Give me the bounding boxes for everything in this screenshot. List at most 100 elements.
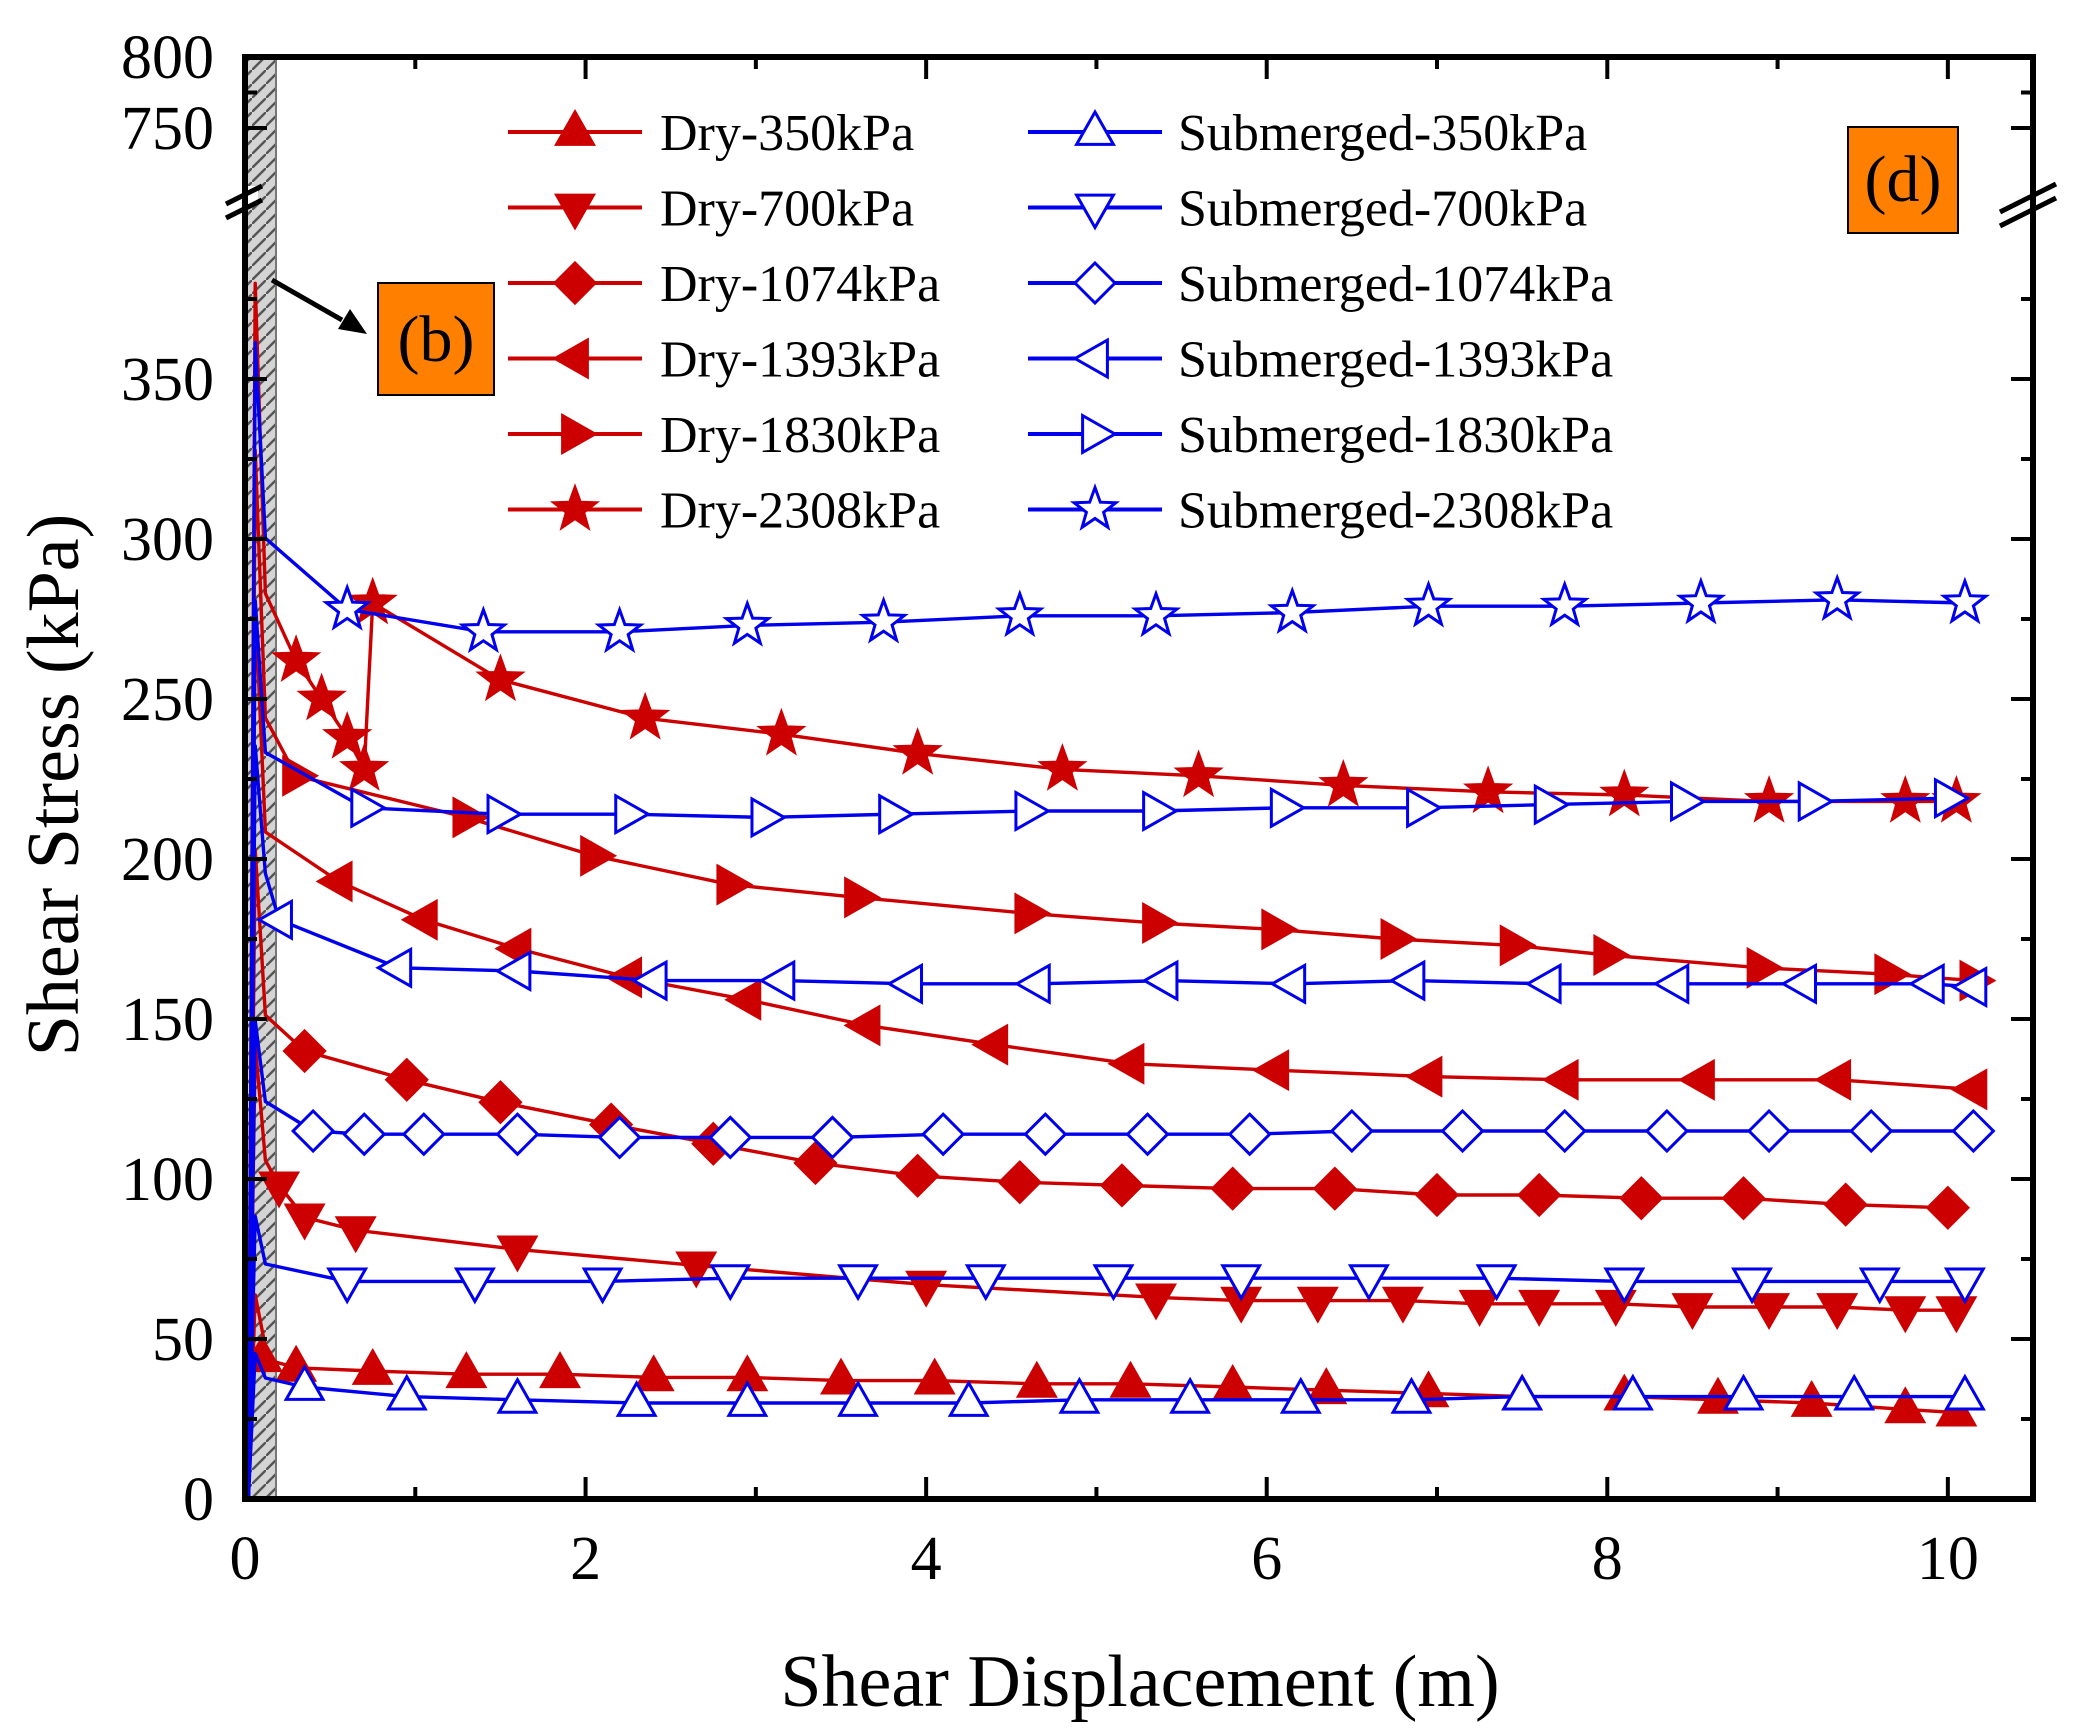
- data-point-dry-1074kpa: [1925, 1185, 1970, 1230]
- legend-marker: [554, 108, 596, 146]
- y-axis-title: Shear Stress (kPa): [13, 514, 95, 1057]
- data-point-submerged-350kpa: [1611, 1373, 1654, 1411]
- data-point-dry-1830kpa: [1746, 946, 1784, 989]
- data-point-dry-350kpa: [820, 1357, 862, 1395]
- legend-label: Dry-700kPa: [660, 181, 914, 238]
- x-tick-label: 0: [230, 1525, 261, 1593]
- data-point-dry-350kpa: [1790, 1379, 1833, 1417]
- data-point-submerged-1830kpa: [1533, 783, 1571, 826]
- data-point-dry-700kpa: [283, 1203, 326, 1241]
- data-point-submerged-1074kpa: [708, 1115, 753, 1160]
- data-point-dry-700kpa: [675, 1251, 718, 1289]
- x-axis-title: Shear Displacement (m): [780, 1641, 1499, 1723]
- data-point-dry-2308kpa: [619, 691, 671, 740]
- data-point-submerged-1393kpa: [375, 946, 413, 989]
- data-point-submerged-1393kpa: [1950, 966, 1988, 1008]
- data-point-dry-1393kpa: [400, 898, 438, 941]
- data-point-dry-1074kpa: [997, 1160, 1042, 1205]
- data-point-dry-700kpa: [1884, 1296, 1927, 1334]
- y-tick-label: 150: [121, 986, 214, 1054]
- data-point-dry-700kpa: [1381, 1286, 1424, 1324]
- x-tick-label: 4: [911, 1525, 942, 1593]
- data-point-dry-700kpa: [496, 1235, 539, 1273]
- data-point-dry-1830kpa: [716, 863, 754, 906]
- data-point-dry-1830kpa: [580, 834, 618, 877]
- inset-arrow-line: [270, 277, 344, 323]
- data-point-dry-2308kpa: [1318, 758, 1369, 807]
- data-point-submerged-350kpa: [726, 1379, 769, 1417]
- data-point-submerged-1074kpa: [1329, 1108, 1374, 1154]
- data-point-submerged-1074kpa: [1125, 1112, 1170, 1157]
- data-point-submerged-1074kpa: [401, 1112, 446, 1157]
- data-point-submerged-1074kpa: [1440, 1108, 1485, 1154]
- data-point-dry-2308kpa: [321, 710, 373, 759]
- data-point-submerged-1830kpa: [1269, 786, 1307, 829]
- data-point-dry-1074kpa: [1619, 1176, 1664, 1221]
- data-point-dry-1393kpa: [1107, 1042, 1145, 1085]
- legend-label: Dry-1074kPa: [660, 256, 940, 313]
- legend-marker: [1072, 260, 1118, 306]
- x-tick-label: 10: [1917, 1525, 1979, 1593]
- data-point-dry-1074kpa: [1312, 1166, 1357, 1211]
- data-point-submerged-2308kpa: [594, 605, 645, 654]
- legend-label: Dry-1830kPa: [660, 407, 940, 464]
- legend-label: Submerged-350kPa: [1178, 105, 1587, 162]
- data-point-submerged-700kpa: [1347, 1264, 1390, 1302]
- data-point-submerged-700kpa: [1092, 1264, 1135, 1302]
- data-point-submerged-1830kpa: [1142, 790, 1180, 832]
- data-point-dry-1830kpa: [1014, 892, 1052, 935]
- y-tick-label-upper: 800: [121, 24, 214, 92]
- data-point-dry-700kpa: [1135, 1283, 1178, 1321]
- series-submerged-1074kpa: [246, 1018, 1996, 1500]
- data-point-dry-2308kpa: [1743, 774, 1795, 823]
- data-point-dry-2308kpa: [892, 726, 943, 775]
- data-point-submerged-2308kpa: [1675, 576, 1727, 625]
- data-point-dry-350kpa: [1015, 1360, 1058, 1398]
- legend-entry: Dry-1393kPa: [508, 332, 940, 389]
- legend-entry: Dry-1830kPa: [508, 407, 940, 464]
- data-point-submerged-1393kpa: [494, 950, 532, 992]
- data-point-submerged-700kpa: [1858, 1267, 1901, 1305]
- data-point-dry-2308kpa: [1463, 765, 1514, 814]
- data-point-dry-350kpa: [1884, 1386, 1927, 1424]
- data-point-submerged-1393kpa: [1652, 962, 1690, 1005]
- data-point-dry-1830kpa: [1261, 908, 1299, 951]
- legend-marker: [554, 193, 596, 231]
- data-point-submerged-1074kpa: [810, 1115, 855, 1160]
- data-point-submerged-700kpa: [709, 1264, 752, 1302]
- x-tick-label: 6: [1251, 1525, 1282, 1593]
- y-tick-label: 200: [121, 826, 214, 894]
- data-point-dry-1393kpa: [315, 860, 353, 903]
- series-line-dry-1393kpa: [246, 601, 1974, 1500]
- data-point-submerged-350kpa: [947, 1379, 990, 1417]
- data-point-submerged-350kpa: [385, 1373, 428, 1411]
- data-point-submerged-1074kpa: [1542, 1108, 1587, 1154]
- legend-marker: [1071, 337, 1109, 380]
- y-axis-break-right: [1998, 181, 2058, 229]
- y-tick-label: 250: [121, 666, 214, 734]
- data-point-dry-2308kpa: [296, 672, 347, 721]
- data-point-dry-700kpa: [1296, 1286, 1339, 1324]
- data-point-submerged-700kpa: [1220, 1264, 1263, 1302]
- data-point-dry-350kpa: [445, 1351, 488, 1389]
- series-dry-1074kpa: [246, 847, 1970, 1500]
- inset-arrow-head: [338, 309, 367, 334]
- data-point-dry-700kpa: [1935, 1296, 1978, 1334]
- legend-marker: [549, 483, 601, 531]
- data-point-dry-350kpa: [351, 1347, 394, 1385]
- data-point-submerged-2308kpa: [1403, 579, 1454, 628]
- legend-entry: Dry-2308kPa: [508, 483, 940, 540]
- y-tick-label: 100: [121, 1146, 214, 1214]
- data-point-dry-2308kpa: [756, 707, 807, 756]
- data-point-dry-2308kpa: [475, 653, 526, 702]
- data-point-submerged-350kpa: [615, 1379, 658, 1417]
- series-layer: [242, 281, 1997, 1500]
- data-point-submerged-350kpa: [1501, 1373, 1544, 1411]
- data-point-dry-1830kpa: [282, 754, 320, 797]
- y-tick-label: 350: [121, 346, 214, 414]
- legend-label: Dry-350kPa: [660, 105, 914, 162]
- data-point-submerged-1393kpa: [1141, 959, 1179, 1002]
- data-point-dry-1393kpa: [971, 1023, 1009, 1066]
- legend-marker: [1081, 413, 1119, 455]
